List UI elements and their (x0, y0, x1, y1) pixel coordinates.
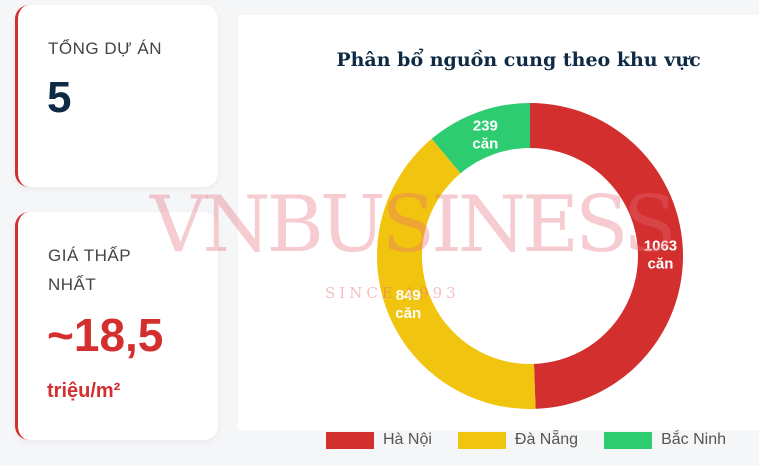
legend-item-da-nang[interactable]: Đà Nẵng (457, 431, 579, 449)
lowest-price-label-line1: GIÁ THẤP (48, 246, 132, 265)
watermark-since: SINCE 1993 (325, 284, 460, 302)
data-label: 239 (473, 117, 498, 134)
data-label: 849 (396, 287, 421, 304)
legend-label: Bắc Ninh (661, 431, 726, 448)
lowest-price-card: GIÁ THẤP NHẤT ~18,5 triệu/m² (15, 212, 218, 440)
lowest-price-label-line2: NHẤT (48, 275, 97, 294)
legend-label: Đà Nẵng (514, 431, 579, 448)
legend-swatch (604, 431, 653, 449)
legend-item-ha-noi[interactable]: Hà Nội (326, 431, 432, 449)
chart-title: Phân bổ nguồn cung theo khu vực (336, 49, 701, 71)
total-projects-value: 5 (47, 73, 72, 122)
total-projects-label: TỔNG DỰ ÁN (48, 39, 162, 58)
chart-legend: Hà Nội Đà Nẵng Bắc Ninh (326, 431, 726, 449)
legend-item-bac-ninh[interactable]: Bắc Ninh (604, 431, 726, 449)
data-label: căn (395, 305, 421, 322)
donut-slice-2[interactable] (431, 103, 530, 174)
legend-label: Hà Nội (383, 431, 432, 448)
lowest-price-value: ~18,5 (47, 309, 164, 361)
legend-swatch (326, 431, 374, 449)
donut-slice-0[interactable] (530, 103, 684, 409)
lowest-price-unit: triệu/m² (47, 380, 121, 402)
data-label: 1063 (644, 238, 677, 255)
data-label: căn (472, 135, 498, 152)
donut-slice-1[interactable] (376, 138, 536, 409)
legend-swatch (457, 431, 506, 449)
total-projects-card: TỔNG DỰ ÁN 5 (15, 5, 218, 187)
data-label: căn (648, 256, 674, 273)
